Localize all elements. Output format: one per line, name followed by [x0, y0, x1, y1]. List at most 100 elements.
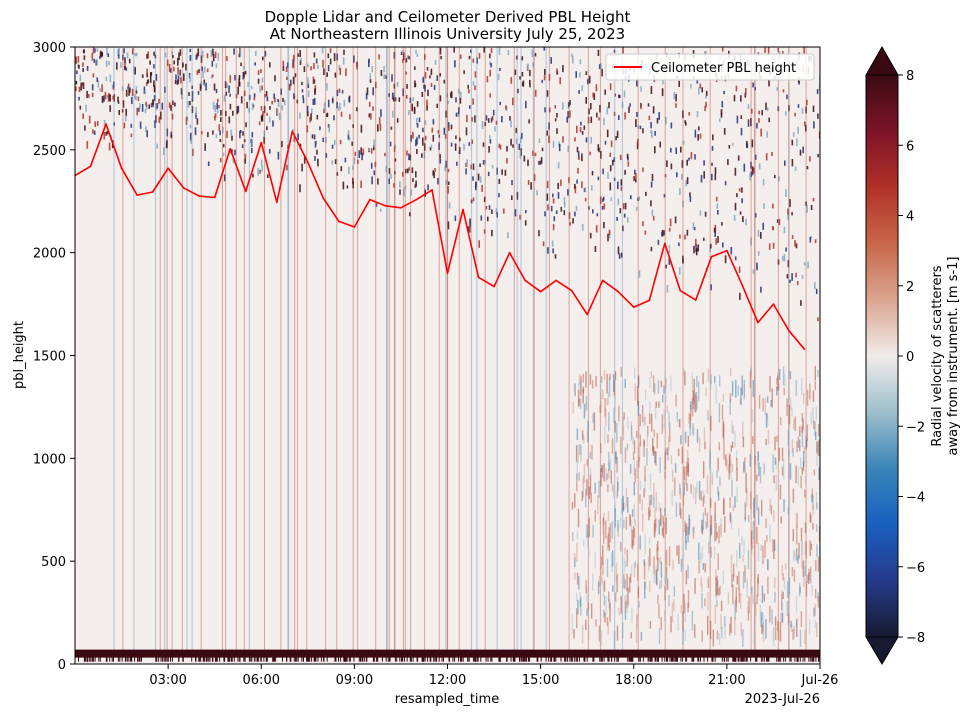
heat-cell — [766, 535, 768, 542]
heat-cell — [651, 173, 654, 182]
heat-cell — [83, 55, 86, 60]
heat-cell — [648, 115, 651, 121]
heat-cell — [639, 414, 641, 427]
heat-cell — [430, 68, 433, 76]
heat-cell — [407, 168, 409, 174]
heat-cell — [776, 219, 779, 223]
heat-cell — [625, 488, 628, 508]
colorbar-tick-label: 2 — [906, 280, 914, 295]
heat-bottom-tick — [272, 651, 274, 662]
heat-cell — [632, 436, 634, 445]
heat-cell — [715, 594, 718, 603]
heat-streak — [386, 47, 388, 652]
heat-cell — [432, 119, 435, 125]
heat-cell — [354, 151, 357, 157]
heat-streak — [438, 47, 440, 652]
heat-cell — [606, 107, 609, 115]
heat-cell — [450, 92, 452, 98]
heat-cell — [566, 117, 568, 123]
heat-cell — [658, 502, 660, 512]
heat-cell — [732, 505, 735, 512]
heat-cell — [372, 87, 374, 96]
heat-cell — [666, 285, 669, 293]
heat-bottom-tick — [574, 651, 576, 662]
heat-cell — [724, 616, 726, 627]
heat-bottom-tick — [811, 651, 813, 662]
heat-bottom-tick — [314, 651, 316, 662]
heat-cell — [394, 158, 397, 162]
heat-cell — [153, 95, 156, 101]
heat-cell — [180, 88, 183, 95]
heat-cell — [609, 152, 611, 158]
heat-cell — [311, 134, 314, 139]
heat-cell — [550, 57, 552, 64]
heat-cell — [614, 371, 617, 381]
heat-cell — [786, 398, 788, 407]
series-point — [120, 167, 123, 170]
heat-streak — [394, 47, 396, 652]
heat-cell — [699, 83, 702, 89]
heat-cell — [714, 167, 717, 175]
heat-cell — [658, 401, 660, 408]
heat-cell — [637, 400, 640, 416]
heat-bottom-tick — [669, 651, 671, 662]
heat-cell — [601, 68, 603, 77]
heat-bottom-tick — [326, 651, 328, 662]
heat-cell — [228, 116, 231, 124]
heat-bottom-tick — [567, 651, 569, 662]
heat-cell — [394, 144, 397, 149]
heat-cell — [657, 540, 659, 551]
heat-bottom-tick — [733, 651, 735, 662]
heat-cell — [146, 72, 148, 78]
heat-cell — [626, 443, 629, 451]
heat-cell — [816, 452, 818, 467]
heat-cell — [603, 595, 605, 606]
heat-cell — [796, 138, 798, 147]
heat-cell — [215, 88, 218, 94]
heat-cell — [228, 85, 230, 93]
heat-cell — [94, 48, 96, 53]
heat-cell — [809, 156, 811, 162]
heat-bottom-tick — [673, 651, 675, 662]
heat-bottom-tick — [812, 651, 814, 662]
heat-cell — [752, 521, 754, 541]
heat-cell — [516, 192, 519, 200]
heat-bottom-tick — [89, 651, 91, 662]
heat-bottom-tick — [109, 651, 111, 662]
heat-bottom-tick — [429, 651, 431, 662]
heat-cell — [499, 67, 501, 71]
heat-cell — [598, 480, 600, 499]
heat-cell — [659, 141, 661, 148]
heat-bottom-tick — [385, 651, 387, 662]
heat-bottom-tick — [721, 651, 723, 662]
heat-cell — [689, 196, 692, 202]
heat-cell — [678, 419, 681, 428]
heat-cell — [769, 375, 771, 392]
heat-streak — [682, 47, 684, 652]
heat-cell — [594, 482, 596, 494]
heat-streak — [336, 47, 338, 652]
heat-cell — [781, 602, 784, 622]
heat-cell — [773, 626, 775, 647]
heat-cell — [702, 563, 704, 570]
x-tick-label: 21:00 — [708, 673, 745, 688]
heat-cell — [680, 146, 682, 153]
heat-bottom-tick — [553, 651, 555, 662]
heat-cell — [649, 473, 652, 491]
heat-cell — [163, 147, 165, 155]
heat-cell — [643, 561, 646, 580]
heat-cell — [413, 107, 416, 114]
heat-bottom-tick — [344, 651, 345, 662]
heat-cell — [688, 112, 690, 116]
heat-bottom-tick — [441, 651, 443, 662]
heat-bottom-tick — [228, 651, 230, 662]
heat-cell — [622, 203, 625, 210]
heat-cell — [735, 85, 738, 92]
heat-cell — [690, 484, 692, 494]
heat-cell — [605, 520, 607, 539]
heat-cell — [261, 85, 263, 91]
heat-cell — [643, 559, 645, 566]
heat-cell — [574, 493, 576, 508]
heat-cell — [653, 429, 655, 437]
heat-cell — [699, 133, 702, 139]
